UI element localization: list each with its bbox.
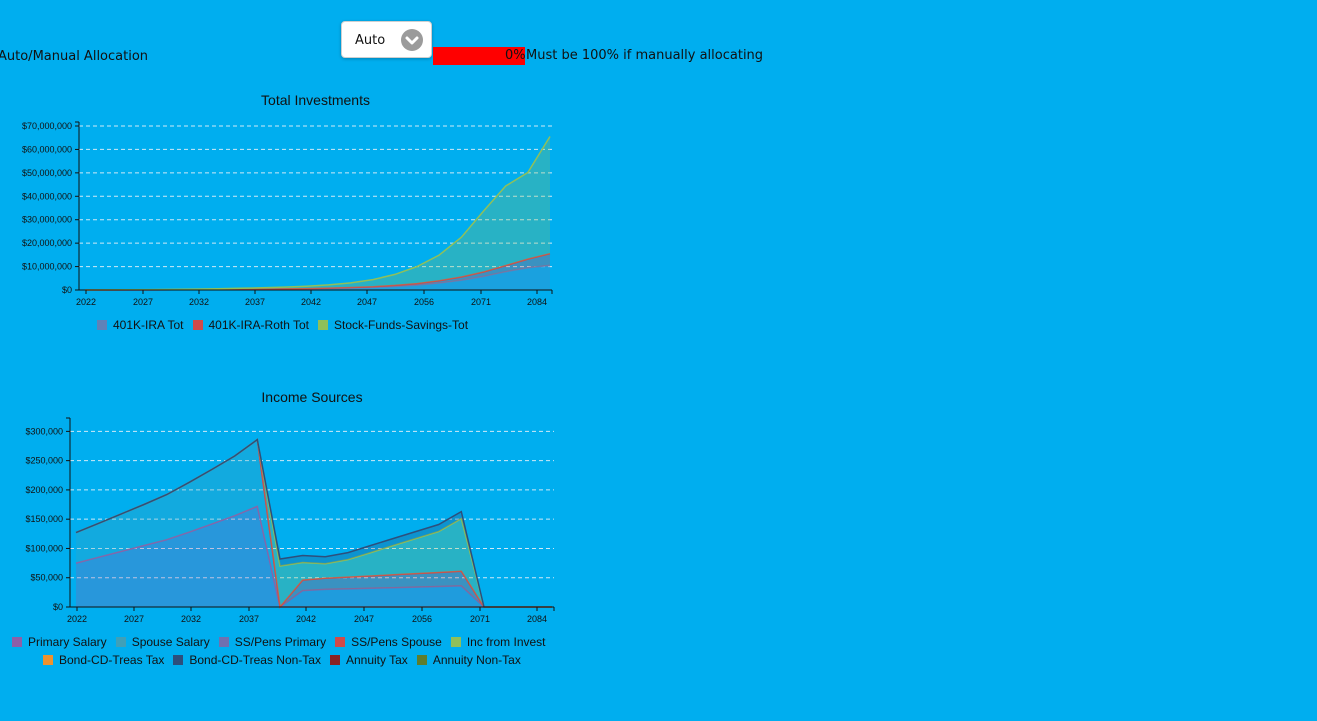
y-tick-label: $40,000,000	[22, 191, 72, 201]
legend-item-ss-pens-spouse: SS/Pens Spouse	[335, 635, 442, 649]
y-tick-label: $10,000,000	[22, 262, 72, 272]
allocation-percent-text: 0%	[505, 48, 526, 63]
legend-label: Stock-Funds-Savings-Tot	[334, 318, 469, 332]
y-tick-label: $60,000,000	[22, 144, 72, 154]
y-tick-label: $50,000,000	[22, 168, 72, 178]
x-tick-label: 2071	[470, 614, 490, 624]
legend-item-bond-cd-treas-tax: Bond-CD-Treas Tax	[43, 653, 164, 667]
allocation-mode-dropdown[interactable]: Auto	[341, 21, 432, 58]
legend-swatch	[173, 655, 184, 665]
legend-swatch	[97, 320, 107, 330]
legend-swatch	[318, 320, 328, 330]
x-tick-label: 2027	[133, 297, 153, 307]
total-investments-legend: 401K-IRA Tot 401K-IRA-Roth Tot Stock-Funds…	[97, 318, 477, 332]
chart-title: Income Sources	[261, 389, 362, 405]
x-tick-label: 2042	[296, 614, 316, 624]
legend-item-spouse-salary: Spouse Salary	[115, 635, 210, 649]
legend-swatch	[329, 655, 340, 665]
x-tick-label: 2047	[357, 297, 377, 307]
total-investments-chart: Total Investments $0 $10,000,000 $20,000,00…	[22, 92, 553, 307]
legend-label: SS/Pens Spouse	[351, 635, 442, 649]
legend-item-stock-funds-savings-tot: Stock-Funds-Savings-Tot	[318, 318, 468, 332]
x-tick-label: 2047	[354, 614, 374, 624]
x-tick-label: 2056	[414, 297, 434, 307]
x-tick-label: 2037	[245, 297, 265, 307]
x-tick-label: 2032	[189, 297, 209, 307]
x-tick-label: 2032	[181, 614, 201, 624]
legend-item-401k-ira-roth-tot: 401K-IRA-Roth Tot	[192, 318, 310, 332]
legend-label: Primary Salary	[28, 635, 107, 649]
legend-label: SS/Pens Primary	[234, 635, 327, 649]
allocation-percent-bar	[433, 47, 525, 65]
legend-item-annuity-tax: Annuity Tax	[329, 653, 408, 667]
allocation-note: Must be 100% if manually allocating	[526, 48, 764, 63]
chart-title: Total Investments	[261, 92, 370, 108]
y-tick-label: $250,000	[25, 456, 63, 466]
legend-swatch	[43, 655, 53, 665]
y-tick-label: $0	[53, 602, 63, 612]
area-spouse-salary	[76, 439, 552, 607]
line-bond-cd-treas-non-tax	[75, 438, 552, 608]
allocation-label: Auto/Manual Allocation	[0, 49, 149, 64]
x-tick-label: 2071	[471, 297, 491, 307]
legend-item-bond-cd-treas-non-tax: Bond-CD-Treas Non-Tax	[173, 653, 321, 667]
legend-label: 401K-IRA-Roth Tot	[208, 318, 310, 332]
income-sources-chart: Income Sources $0 $50,000 $100,000 $150,000 $…	[25, 389, 555, 624]
legend-label: Annuity Non-Tax	[432, 653, 521, 667]
y-tick-label: $50,000	[30, 573, 63, 583]
allocation-mode-value: Auto	[355, 33, 386, 48]
legend-label: 401K-IRA Tot	[113, 318, 184, 332]
chevron-down-icon[interactable]	[401, 29, 423, 51]
y-tick-label: $200,000	[25, 485, 63, 495]
y-tick-label: $70,000,000	[22, 121, 72, 131]
area-inc-from-invest	[76, 439, 552, 607]
y-tick-label: $150,000	[25, 514, 63, 524]
y-tick-label: $0	[62, 285, 72, 295]
legend-label: Spouse Salary	[131, 635, 210, 649]
x-tick-label: 2022	[67, 614, 87, 624]
legend-swatch	[115, 637, 126, 647]
legend-swatch	[12, 637, 22, 647]
legend-item-annuity-non-tax: Annuity Non-Tax	[416, 653, 521, 667]
legend-item-ss-pens-primary: SS/Pens Primary	[218, 635, 327, 649]
y-tick-label: $20,000,000	[22, 238, 72, 248]
legend-label: Bond-CD-Treas Tax	[59, 653, 165, 667]
x-tick-label: 2084	[527, 614, 547, 624]
legend-label: Annuity Tax	[345, 653, 408, 667]
legend-label: Inc from Invest	[466, 635, 546, 649]
y-tick-label: $300,000	[25, 426, 63, 436]
legend-swatch	[335, 637, 346, 647]
x-tick-label: 2027	[124, 614, 144, 624]
legend-label: Bond-CD-Treas Non-Tax	[189, 653, 321, 667]
area-primary-salary	[76, 506, 552, 607]
legend-item-401k-ira-tot: 401K-IRA Tot	[97, 318, 184, 332]
legend-swatch	[218, 637, 229, 647]
income-sources-legend-row1: Primary Salary Spouse Salary SS/Pens Prima…	[12, 635, 555, 649]
x-tick-label: 2056	[412, 614, 432, 624]
legend-swatch	[450, 637, 461, 647]
x-tick-label: 2084	[527, 297, 547, 307]
y-tick-label: $30,000,000	[22, 215, 72, 225]
x-tick-label: 2037	[239, 614, 259, 624]
legend-item-inc-from-invest: Inc from Invest	[450, 635, 546, 649]
legend-item-primary-salary: Primary Salary	[12, 635, 107, 649]
legend-swatch	[192, 320, 203, 330]
x-tick-label: 2042	[301, 297, 321, 307]
legend-swatch	[416, 655, 427, 665]
x-tick-label: 2022	[76, 297, 96, 307]
y-tick-label: $100,000	[25, 543, 63, 553]
income-sources-legend-row2: Bond-CD-Treas Tax Bond-CD-Treas Non-Tax An…	[43, 653, 530, 667]
